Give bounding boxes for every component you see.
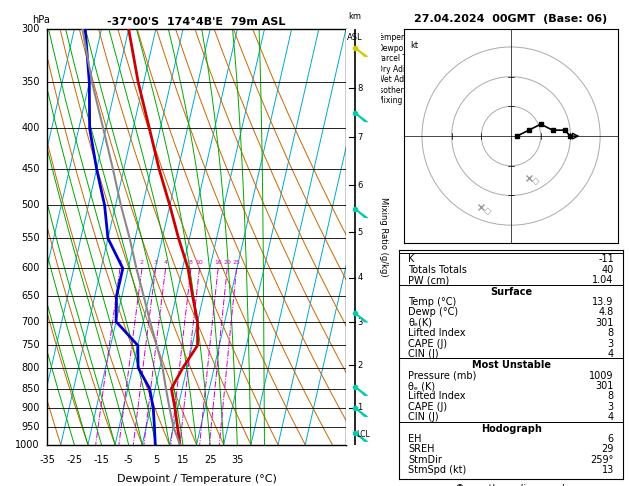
- Text: 301: 301: [596, 318, 614, 328]
- Text: 259°: 259°: [591, 455, 614, 465]
- Text: 300: 300: [21, 24, 40, 34]
- Text: 5: 5: [153, 455, 159, 465]
- Text: 4: 4: [608, 349, 614, 359]
- Text: Hodograph: Hodograph: [481, 424, 542, 434]
- Text: 4: 4: [608, 412, 614, 422]
- Text: 500: 500: [21, 200, 40, 210]
- Text: 25: 25: [233, 260, 240, 265]
- Text: 650: 650: [21, 291, 40, 301]
- Text: 400: 400: [21, 123, 40, 134]
- Text: 3: 3: [608, 402, 614, 412]
- Text: StmDir: StmDir: [408, 455, 442, 465]
- Text: 29: 29: [601, 444, 614, 454]
- Text: 8: 8: [357, 84, 363, 93]
- Text: 350: 350: [21, 77, 40, 87]
- Text: -11: -11: [598, 255, 614, 264]
- Text: SREH: SREH: [408, 444, 435, 454]
- Text: EH: EH: [408, 434, 422, 444]
- Text: ◇: ◇: [484, 205, 492, 215]
- Text: CAPE (J): CAPE (J): [408, 402, 447, 412]
- Text: 40: 40: [601, 265, 614, 275]
- Text: 550: 550: [21, 233, 40, 243]
- Text: 8: 8: [608, 392, 614, 401]
- Text: θₑ(K): θₑ(K): [408, 318, 432, 328]
- Text: Dewpoint / Temperature (°C): Dewpoint / Temperature (°C): [116, 474, 277, 484]
- Title: -37°00'S  174°4B'E  79m ASL: -37°00'S 174°4B'E 79m ASL: [108, 17, 286, 27]
- Text: Most Unstable: Most Unstable: [472, 360, 550, 370]
- Text: 4.8: 4.8: [599, 307, 614, 317]
- Text: Totals Totals: Totals Totals: [408, 265, 467, 275]
- Text: © weatheronline.co.uk: © weatheronline.co.uk: [455, 484, 567, 486]
- Text: 2: 2: [140, 260, 144, 265]
- Text: Mixing Ratio (g/kg): Mixing Ratio (g/kg): [379, 197, 388, 277]
- Text: 7: 7: [357, 133, 363, 142]
- Text: 15: 15: [177, 455, 189, 465]
- Text: 2: 2: [357, 361, 362, 370]
- Text: Lifted Index: Lifted Index: [408, 328, 466, 338]
- Text: CIN (J): CIN (J): [408, 349, 439, 359]
- Text: 13: 13: [601, 465, 614, 475]
- Text: 25: 25: [204, 455, 216, 465]
- Text: 301: 301: [596, 381, 614, 391]
- Text: Lifted Index: Lifted Index: [408, 392, 466, 401]
- Text: PW (cm): PW (cm): [408, 275, 450, 285]
- Text: 16: 16: [214, 260, 222, 265]
- Text: 1: 1: [118, 260, 122, 265]
- Text: 450: 450: [21, 164, 40, 174]
- Text: 5: 5: [357, 227, 362, 237]
- Text: 1009: 1009: [589, 371, 614, 381]
- Text: 850: 850: [21, 383, 40, 394]
- Text: 35: 35: [231, 455, 243, 465]
- Text: θₑ (K): θₑ (K): [408, 381, 435, 391]
- Text: 1.04: 1.04: [593, 275, 614, 285]
- Text: -15: -15: [94, 455, 109, 465]
- Text: -35: -35: [39, 455, 55, 465]
- Text: 3: 3: [608, 339, 614, 348]
- Text: 4: 4: [164, 260, 167, 265]
- Text: -5: -5: [124, 455, 133, 465]
- Text: 10: 10: [196, 260, 203, 265]
- Text: Temp (°C): Temp (°C): [408, 297, 457, 307]
- Text: -25: -25: [66, 455, 82, 465]
- Legend: Temperature, Dewpoint, Parcel Trajectory, Dry Adiabat, Wet Adiabat, Isotherm, Mi: Temperature, Dewpoint, Parcel Trajectory…: [360, 33, 441, 105]
- Text: 700: 700: [21, 316, 40, 327]
- Text: 6: 6: [608, 434, 614, 444]
- Text: LCL: LCL: [356, 430, 370, 439]
- Text: CIN (J): CIN (J): [408, 412, 439, 422]
- Text: 750: 750: [21, 340, 40, 350]
- Text: 8: 8: [608, 328, 614, 338]
- Text: 3: 3: [153, 260, 157, 265]
- Text: CAPE (J): CAPE (J): [408, 339, 447, 348]
- Text: 600: 600: [21, 263, 40, 274]
- Text: ◇: ◇: [532, 175, 539, 186]
- Text: km: km: [348, 12, 361, 21]
- Text: K: K: [408, 255, 415, 264]
- Text: Dewp (°C): Dewp (°C): [408, 307, 459, 317]
- Text: 27.04.2024  00GMT  (Base: 06): 27.04.2024 00GMT (Base: 06): [415, 14, 608, 24]
- Text: kt: kt: [410, 41, 418, 50]
- Text: 3: 3: [357, 318, 363, 327]
- Text: 1000: 1000: [15, 440, 40, 450]
- Text: 900: 900: [21, 403, 40, 413]
- Text: 13.9: 13.9: [593, 297, 614, 307]
- Text: 6: 6: [357, 181, 363, 190]
- Text: 8: 8: [189, 260, 193, 265]
- Text: Surface: Surface: [490, 287, 532, 296]
- Text: Pressure (mb): Pressure (mb): [408, 371, 477, 381]
- Text: 4: 4: [357, 273, 362, 282]
- Text: hPa: hPa: [32, 15, 50, 25]
- Text: 950: 950: [21, 422, 40, 432]
- Text: 1: 1: [357, 403, 362, 412]
- Text: 800: 800: [21, 363, 40, 373]
- Text: 20: 20: [223, 260, 231, 265]
- Text: StmSpd (kt): StmSpd (kt): [408, 465, 467, 475]
- Text: ASL: ASL: [347, 34, 362, 42]
